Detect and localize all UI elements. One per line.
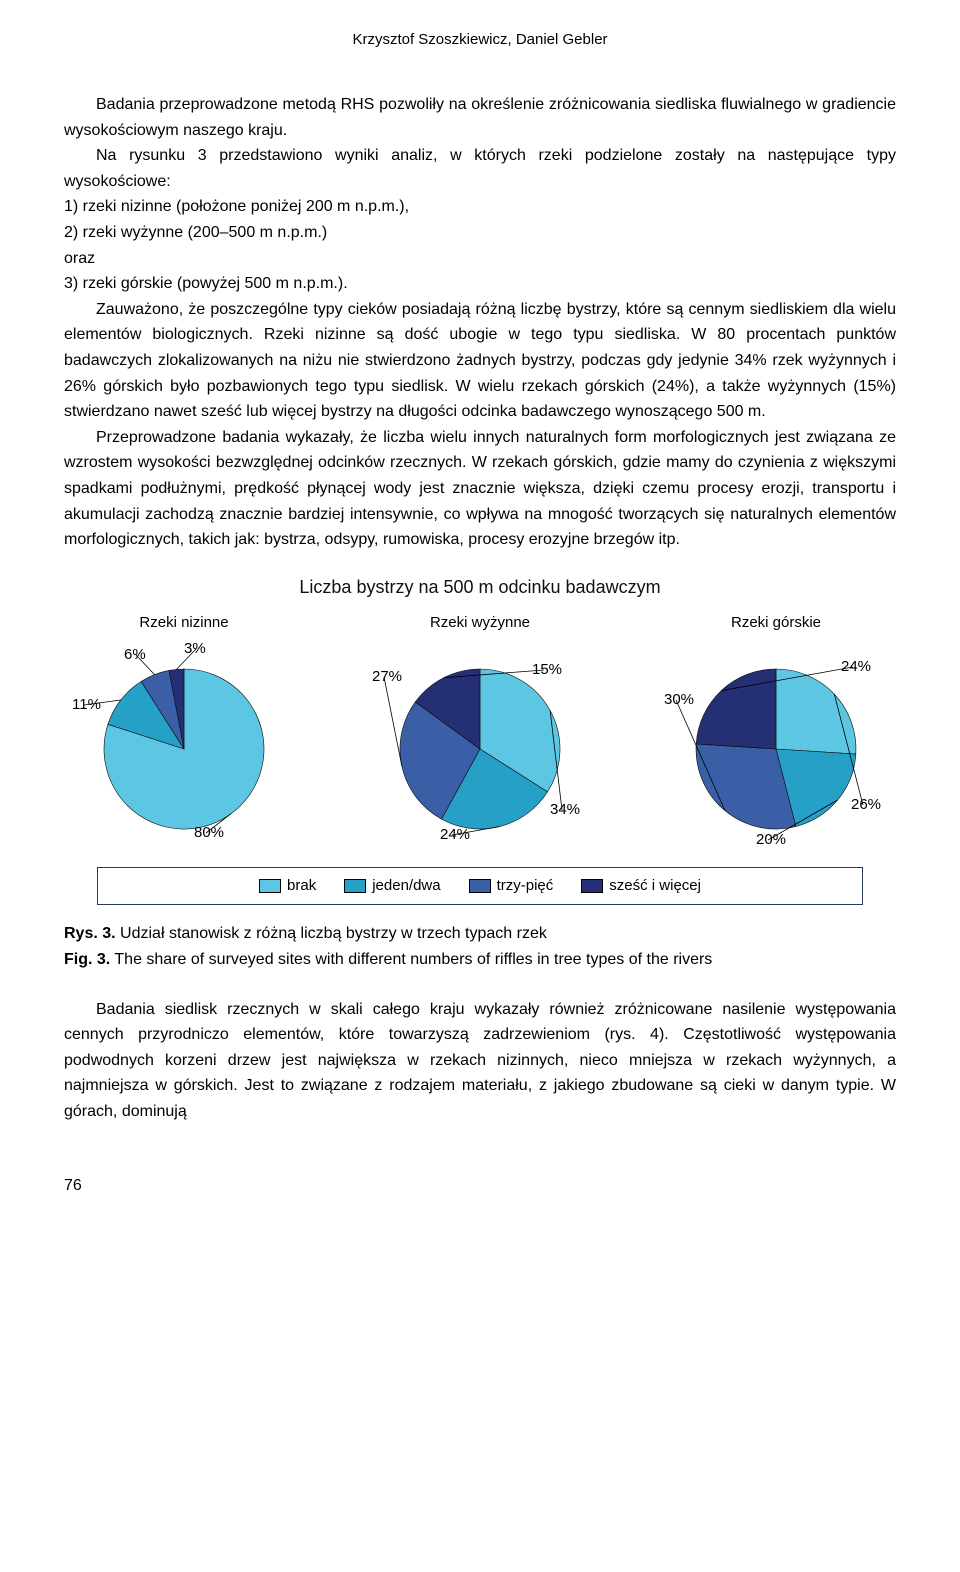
pie-slice-label: 30% [664,691,694,708]
caption-fig-label: Fig. 3. [64,951,110,968]
legend-item: sześć i więcej [581,874,701,898]
page-number: 76 [64,1173,896,1199]
legend-label: brak [287,874,316,898]
caption-rys-text: Udział stanowisk z różną liczbą bystrzy … [116,925,547,942]
legend-swatch [469,879,491,893]
figure-3: Liczba bystrzy na 500 m odcinku badawczy… [64,573,896,906]
pie-chart: Rzeki wyżynne 34% 24% 27% 15% [360,611,600,849]
pie-slice-label: 34% [550,801,580,818]
figure-caption: Rys. 3. Udział stanowisk z różną liczbą … [64,921,896,972]
pie-slice [696,669,776,749]
pie-slice-label: 80% [194,824,224,841]
pie-slice-label: 24% [440,826,470,843]
pie-slice-label: 6% [124,646,146,663]
list-item-3: 3) rzeki górskie (powyżej 500 m n.p.m.). [64,271,896,297]
intro-paragraph2: Na rysunku 3 przedstawiono wyniki analiz… [64,143,896,194]
pie-subtitle: Rzeki górskie [731,611,821,635]
paragraph-3: Zauważono, że poszczególne typy cieków p… [64,297,896,425]
pie-slice-label: 3% [184,640,206,657]
caption-rys-label: Rys. 3. [64,925,116,942]
body-text: Badania przeprowadzone metodą RHS pozwol… [64,92,896,553]
pie-subtitle: Rzeki wyżynne [430,611,530,635]
pie-slice-label: 20% [756,831,786,848]
legend-label: trzy-pięć [497,874,554,898]
legend-label: jeden/dwa [372,874,440,898]
pie-slice-label: 24% [841,658,871,675]
legend-item: trzy-pięć [469,874,554,898]
legend-swatch [259,879,281,893]
list-oraz: oraz [64,246,896,272]
legend-swatch [581,879,603,893]
pie-subtitle: Rzeki nizinne [139,611,228,635]
pie-slice-label: 11% [72,696,101,713]
pie-row: Rzeki nizinne 80% 11% 6% 3% Rzeki wyżynne 34% 2… [64,611,896,849]
legend-swatch [344,879,366,893]
paragraph-5: Badania siedlisk rzecznych w skali całeg… [64,997,896,1125]
pie-slice-label: 15% [532,661,562,678]
list-item-2: 2) rzeki wyżynne (200–500 m n.p.m.) [64,220,896,246]
pie-svg: 80% 11% 6% 3% [64,639,304,849]
figure-title: Liczba bystrzy na 500 m odcinku badawczy… [64,573,896,602]
legend-item: jeden/dwa [344,874,440,898]
intro-paragraph1: Badania przeprowadzone metodą RHS pozwol… [64,92,896,143]
pie-slice-label: 26% [851,796,881,813]
pie-slice [776,669,856,754]
paragraph-4: Przeprowadzone badania wykazały, że licz… [64,425,896,553]
legend-item: brak [259,874,316,898]
pie-chart: Rzeki górskie 26% 20% 30% 24% [656,611,896,849]
caption-fig-text: The share of surveyed sites with differe… [110,951,712,968]
pie-svg: 34% 24% 27% 15% [360,639,600,849]
list-item-1: 1) rzeki nizinne (położone poniżej 200 m… [64,194,896,220]
pie-leader-line [384,677,402,766]
pie-svg: 26% 20% 30% 24% [656,639,896,849]
pie-slice-label: 27% [372,668,402,685]
page-header-authors: Krzysztof Szoszkiewicz, Daniel Gebler [64,28,896,52]
legend-label: sześć i więcej [609,874,701,898]
figure-legend: brak jeden/dwa trzy-pięć sześć i więcej [97,867,862,905]
pie-chart: Rzeki nizinne 80% 11% 6% 3% [64,611,304,849]
